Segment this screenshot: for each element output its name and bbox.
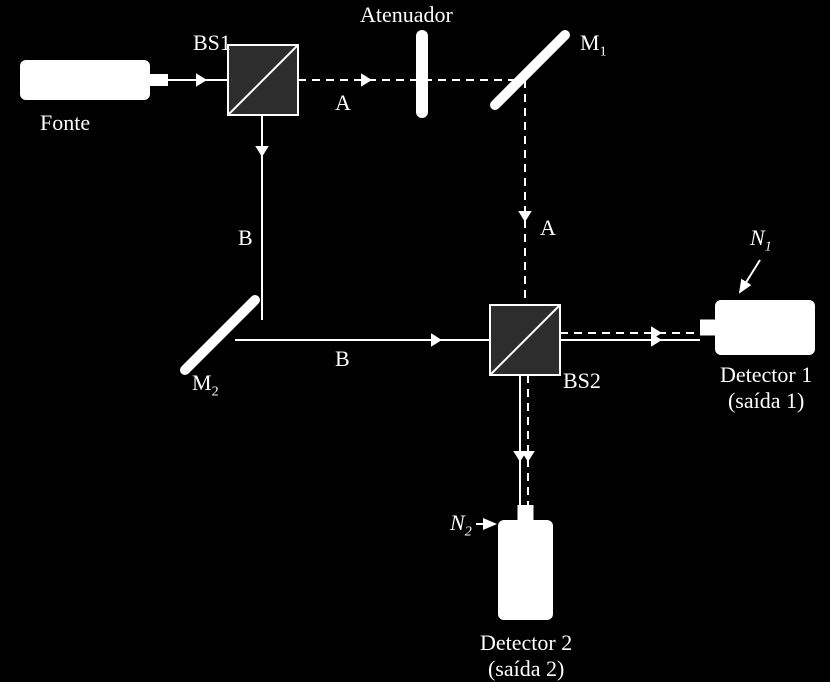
detector1-label: Detector 1 (saída 1) bbox=[720, 362, 812, 414]
beam-splitter-bs1 bbox=[228, 45, 298, 115]
detector-2 bbox=[498, 505, 553, 620]
bs1-label: BS1 bbox=[193, 30, 231, 56]
attenuator-label: Atenuador bbox=[360, 2, 453, 28]
bs2-label: BS2 bbox=[563, 368, 601, 394]
attenuator bbox=[416, 30, 428, 118]
diagram-canvas bbox=[0, 0, 830, 670]
detector2-label: Detector 2 (saída 2) bbox=[480, 630, 572, 682]
mirror-m2 bbox=[185, 300, 255, 370]
detector-1 bbox=[700, 300, 815, 355]
path-b-label-1: B bbox=[238, 225, 253, 251]
fonte-label: Fonte bbox=[40, 110, 90, 136]
beam-splitter-bs2 bbox=[490, 305, 560, 375]
m2-label: M2 bbox=[192, 370, 219, 400]
n2-label: N2 bbox=[450, 510, 472, 540]
beam-paths bbox=[150, 75, 700, 505]
path-a-label-1: A bbox=[335, 90, 351, 116]
n1-label: N1 bbox=[750, 225, 772, 255]
mirror-m1 bbox=[495, 35, 565, 105]
m1-label: M1 bbox=[580, 30, 607, 60]
path-b-label-2: B bbox=[335, 346, 350, 372]
n1-pointer bbox=[740, 260, 760, 292]
path-a-label-2: A bbox=[540, 215, 556, 241]
source-fonte bbox=[20, 60, 168, 100]
